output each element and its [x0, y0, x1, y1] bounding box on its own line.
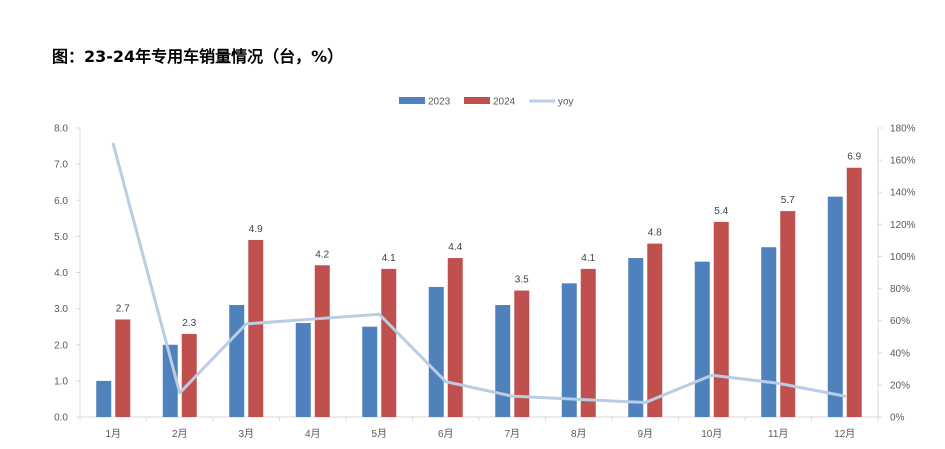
data-label-2024-5月: 4.1 — [382, 253, 396, 264]
yoy-line — [111, 142, 847, 405]
bar-2024-1月 — [115, 319, 131, 417]
right-tick-label: 160% — [890, 156, 916, 167]
x-tick-label: 6月 — [438, 428, 454, 440]
legend-swatch-2023 — [399, 97, 425, 104]
left-tick-label: 5.0 — [54, 232, 68, 243]
bar-2023-12月 — [827, 196, 843, 417]
x-tick-label: 9月 — [637, 428, 653, 440]
legend-label-yoy: yoy — [558, 97, 574, 108]
right-tick-label: 140% — [890, 188, 916, 199]
bar-2024-5月 — [381, 268, 397, 417]
left-tick-label: 6.0 — [54, 196, 68, 207]
data-label-2024-2月: 2.3 — [182, 318, 196, 329]
right-tick-label: 20% — [890, 380, 910, 391]
bar-2023-7月 — [495, 305, 511, 417]
series-line-yoy — [111, 142, 847, 405]
right-tick-label: 40% — [890, 348, 910, 359]
left-tick-label: 7.0 — [54, 160, 68, 171]
data-label-2024-11月: 5.7 — [781, 195, 795, 206]
right-tick-label: 120% — [890, 220, 916, 231]
bar-2023-11月 — [761, 247, 777, 417]
bar-2024-6月 — [447, 258, 463, 417]
legend-label-2024: 2024 — [493, 97, 516, 108]
bar-2023-6月 — [428, 286, 444, 417]
bar-2023-5月 — [362, 326, 378, 417]
x-tick-label: 4月 — [305, 428, 321, 440]
x-tick-label: 12月 — [834, 428, 855, 440]
legend: 2023 2024 yoy — [399, 97, 574, 108]
bar-2024-9月 — [647, 243, 663, 417]
data-label-2024-12月: 6.9 — [847, 152, 861, 163]
bar-2023-3月 — [229, 305, 245, 417]
bar-2024-8月 — [580, 268, 596, 417]
x-axis: 1月 2月 3月 4月 5月 6月 7月 8月 9月 10月 11月 12月 — [79, 416, 879, 440]
right-tick-label: 0% — [890, 413, 905, 424]
chart-title: 图：23-24年专用车销量情况（台，%） — [52, 47, 344, 66]
data-label-2024-6月: 4.4 — [448, 242, 462, 253]
x-tick-label: 10月 — [701, 428, 722, 440]
data-label-2024-9月: 4.8 — [648, 228, 662, 239]
bars — [96, 167, 862, 417]
left-tick-label: 1.0 — [54, 376, 68, 387]
bar-2023-2月 — [162, 344, 178, 417]
x-tick-label: 2月 — [172, 428, 188, 440]
left-tick-label: 0.0 — [54, 413, 68, 424]
data-label-2024-7月: 3.5 — [515, 275, 529, 286]
bar-2024-12月 — [846, 167, 862, 417]
data-label-2024-8月: 4.1 — [581, 253, 595, 264]
right-tick-label: 80% — [890, 284, 910, 295]
left-tick-label: 2.0 — [54, 340, 68, 351]
data-label-2024-10月: 5.4 — [714, 206, 728, 217]
x-tick-label: 8月 — [571, 428, 587, 440]
x-tick-label: 11月 — [768, 428, 788, 440]
x-tick-label: 7月 — [504, 428, 520, 440]
left-tick-label: 4.0 — [54, 268, 68, 279]
bar-2023-10月 — [694, 261, 710, 417]
bar-2024-11月 — [780, 211, 796, 417]
left-tick-label: 8.0 — [54, 124, 68, 135]
bar-2024-10月 — [713, 221, 729, 417]
data-label-2024-1月: 2.7 — [116, 303, 130, 314]
x-tick-label: 5月 — [371, 428, 387, 440]
bar-2023-4月 — [295, 323, 311, 417]
x-tick-label: 1月 — [105, 428, 121, 440]
data-labels: 2.7 2.3 4.9 4.2 4.1 4.4 3.5 4.1 4.8 5.4 5.7 6.9 — [116, 152, 862, 329]
bar-2023-9月 — [628, 258, 644, 417]
left-tick-label: 3.0 — [54, 304, 68, 315]
right-tick-label: 180% — [890, 124, 916, 135]
legend-swatch-2024 — [464, 97, 490, 104]
right-axis: 0% 20% 40% 60% 80% 100% 120% 140% 160% 180% — [877, 124, 916, 424]
data-label-2024-4月: 4.2 — [315, 249, 329, 260]
right-tick-label: 100% — [890, 252, 916, 263]
bar-2023-8月 — [561, 283, 577, 417]
legend-label-2023: 2023 — [428, 97, 451, 108]
bar-2024-7月 — [514, 290, 530, 417]
bar-2024-2月 — [181, 333, 197, 417]
bar-2023-1月 — [96, 380, 112, 417]
bar-2024-4月 — [314, 265, 330, 417]
x-tick-label: 3月 — [238, 428, 254, 440]
data-label-2024-3月: 4.9 — [249, 224, 263, 235]
left-axis: 0.0 1.0 2.0 3.0 4.0 5.0 6.0 7.0 8.0 — [54, 124, 81, 424]
right-tick-label: 60% — [890, 316, 910, 327]
bar-2024-3月 — [248, 239, 264, 417]
